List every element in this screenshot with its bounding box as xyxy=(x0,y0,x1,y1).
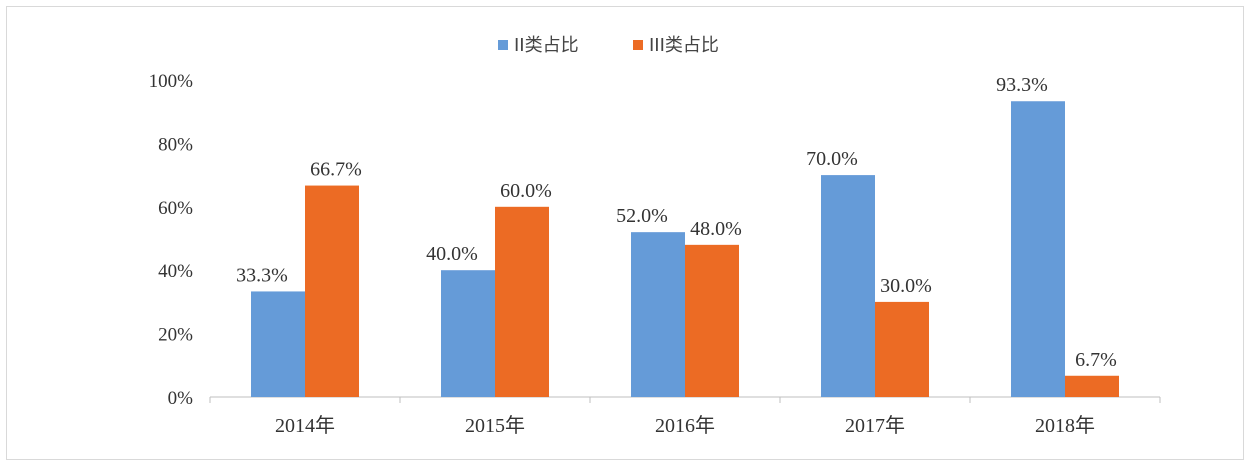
data-label: 70.0% xyxy=(806,148,858,170)
x-tick-label: 2014年 xyxy=(275,414,335,437)
data-label: 40.0% xyxy=(426,243,478,265)
data-label: 60.0% xyxy=(500,180,552,202)
bar-iii-0 xyxy=(305,185,359,397)
y-axis: 0% 20% 40% 60% 80% 100% xyxy=(149,71,194,409)
y-tick-label: 20% xyxy=(158,325,193,346)
y-tick-label: 0% xyxy=(168,388,194,409)
bar-iii-3 xyxy=(875,301,929,397)
data-label: 66.7% xyxy=(310,159,362,181)
bar-ii-2 xyxy=(631,232,685,397)
data-label: 93.3% xyxy=(996,74,1048,96)
bar-iii-1 xyxy=(495,206,549,397)
data-label: 48.0% xyxy=(690,218,742,240)
data-label: 6.7% xyxy=(1075,349,1117,371)
data-labels: 33.3% 40.0% 52.0% 70.0% 93.3% 66.7% 60.0% 48.0%… xyxy=(236,74,1117,371)
x-axis: 2014年 2015年 2016年 2017年 2018年 xyxy=(209,396,1161,437)
legend-label: II类占比 xyxy=(514,35,579,56)
bar-ii-4 xyxy=(1011,101,1065,397)
legend-item: III类占比 xyxy=(633,35,719,56)
bars xyxy=(251,101,1119,397)
x-tick-label: 2017年 xyxy=(845,414,905,437)
x-tick-label: 2016年 xyxy=(655,414,715,437)
y-tick-label: 40% xyxy=(158,261,193,282)
y-tick-label: 100% xyxy=(149,71,194,92)
x-tick-label: 2015年 xyxy=(465,414,525,437)
bar-ii-1 xyxy=(441,270,495,397)
bar-iii-4 xyxy=(1065,375,1119,397)
data-label: 52.0% xyxy=(616,205,668,227)
y-tick-label: 80% xyxy=(158,134,193,155)
legend-swatch xyxy=(633,40,643,50)
y-tick-label: 60% xyxy=(158,198,193,219)
bar-ii-3 xyxy=(821,175,875,397)
legend-item: II类占比 xyxy=(498,35,579,56)
x-tick-label: 2018年 xyxy=(1035,414,1095,437)
legend: II类占比 III类占比 xyxy=(498,35,719,56)
legend-swatch xyxy=(498,40,508,50)
data-label: 33.3% xyxy=(236,264,288,286)
legend-label: III类占比 xyxy=(649,35,719,56)
data-label: 30.0% xyxy=(880,275,932,297)
bar-ii-0 xyxy=(251,291,305,397)
bar-iii-2 xyxy=(685,244,739,397)
